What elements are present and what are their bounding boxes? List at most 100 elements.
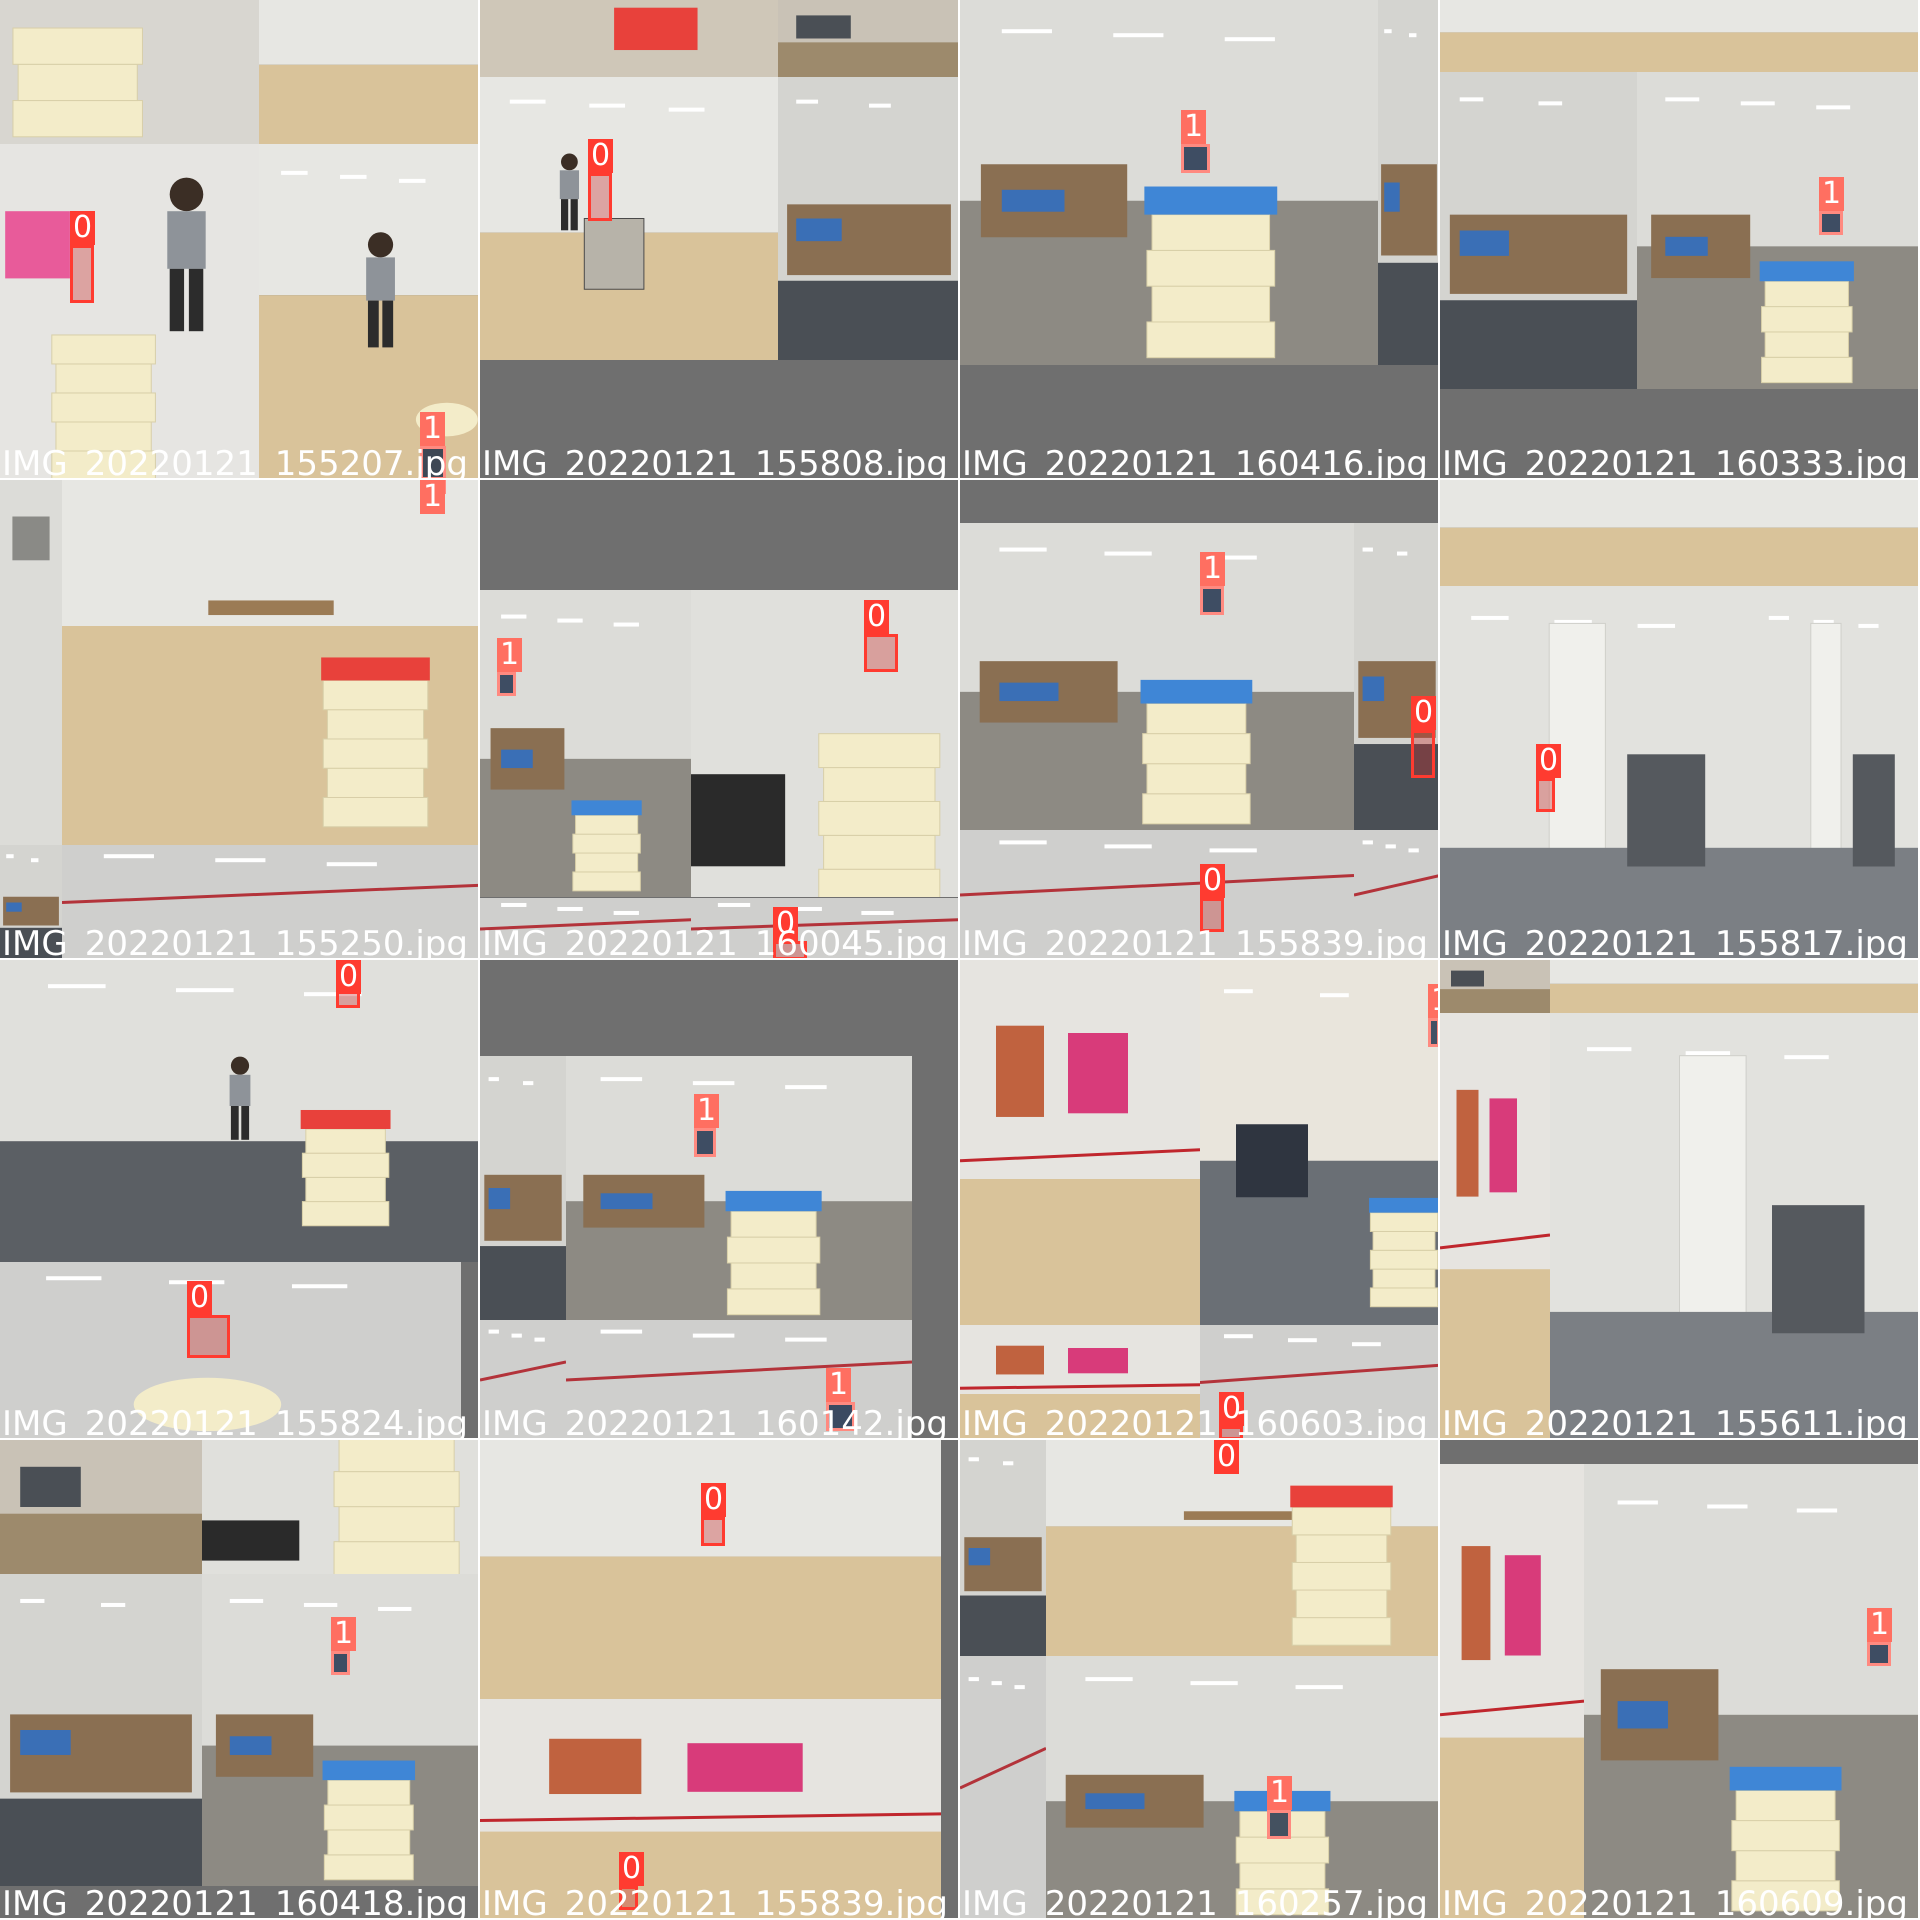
tile-filename: IMG_20220121_160418.jpg bbox=[2, 1884, 468, 1920]
mosaic-photo-crop bbox=[0, 960, 478, 1262]
mosaic-photo-crop bbox=[202, 1440, 478, 1578]
mosaic-photo-crop bbox=[0, 480, 62, 845]
detection-box bbox=[1219, 1426, 1243, 1438]
mosaic-photo-crop bbox=[1440, 1440, 1918, 1464]
mosaic-photo-crop bbox=[960, 1325, 1201, 1438]
tile-filename: IMG_20220121_155824.jpg bbox=[2, 1404, 468, 1440]
mosaic-photo-crop bbox=[1046, 1440, 1438, 1656]
detection-class-label: 1 bbox=[694, 1094, 720, 1128]
detection-box bbox=[1200, 586, 1224, 615]
detection-class-label: 1 bbox=[1267, 1776, 1293, 1810]
detection-box bbox=[1536, 778, 1555, 812]
mosaic-photo-crop bbox=[480, 898, 692, 958]
tile-filename: IMG_20220121_160603.jpg bbox=[962, 1404, 1428, 1440]
mosaic-tile: 0 1 IMG_20220121_155207.jpg bbox=[0, 0, 480, 480]
mosaic-tile: 1 IMG_20220121_155250.jpg bbox=[0, 480, 480, 960]
mosaic-photo-crop bbox=[960, 523, 1354, 830]
mosaic-photo-crop bbox=[0, 144, 259, 478]
mosaic-tile: IMG_20220121_155611.jpg bbox=[1440, 960, 1920, 1440]
mosaic-photo-crop bbox=[480, 77, 778, 360]
detection-class-label: 0 bbox=[864, 600, 890, 634]
detection-box bbox=[1867, 1642, 1891, 1666]
mosaic-photo-crop bbox=[0, 1440, 202, 1574]
mosaic-photo-crop bbox=[480, 960, 958, 1056]
detection-box bbox=[773, 941, 807, 958]
mosaic-photo-crop bbox=[461, 1262, 478, 1438]
detection-class-label: 1 bbox=[1181, 110, 1207, 144]
detection-box bbox=[1411, 730, 1435, 778]
mosaic-tile: 1 1 IMG_20220121_160142.jpg bbox=[480, 960, 960, 1440]
mosaic-tile: 0 0 IMG_20220121_155839.jpg bbox=[480, 1440, 960, 1920]
mosaic-photo-crop bbox=[1353, 830, 1438, 958]
tile-filename: IMG_20220121_160333.jpg bbox=[1442, 444, 1908, 480]
mosaic-photo-crop bbox=[1440, 480, 1752, 586]
detection-class-label: 0 bbox=[187, 1281, 213, 1315]
mosaic-tile: 1 IMG_20220121_160609.jpg bbox=[1440, 1440, 1920, 1920]
mosaic-photo-crop bbox=[778, 0, 958, 77]
mosaic-photo-crop bbox=[1752, 480, 1918, 586]
mosaic-photo-crop bbox=[259, 144, 478, 478]
detection-box bbox=[331, 1651, 350, 1675]
detection-class-label: 1 bbox=[1819, 177, 1845, 211]
mosaic-photo-crop bbox=[480, 1056, 566, 1320]
mosaic-photo-crop bbox=[912, 1056, 958, 1421]
detection-class-label: 0 bbox=[1200, 864, 1226, 898]
detection-box bbox=[187, 1315, 230, 1358]
mosaic-photo-crop bbox=[1440, 586, 1752, 958]
mosaic-tile: 1 0 0 IMG_20220121_155839.jpg bbox=[960, 480, 1440, 960]
mosaic-photo-crop bbox=[480, 1699, 942, 1918]
mosaic-photo-crop bbox=[1378, 0, 1438, 365]
mosaic-photo-crop bbox=[1440, 1464, 1585, 1918]
mosaic-photo-crop bbox=[1637, 0, 1918, 72]
mosaic-photo-crop bbox=[960, 960, 1201, 1325]
detection-box bbox=[1181, 144, 1210, 173]
mosaic-photo-crop bbox=[0, 1262, 461, 1438]
tile-filename: IMG_20220121_155808.jpg bbox=[482, 444, 948, 480]
mosaic-photo-crop bbox=[480, 0, 778, 77]
mosaic-tile: 0 1 IMG_20220121_160257.jpg bbox=[960, 1440, 1440, 1920]
mosaic-photo-crop bbox=[960, 830, 1355, 958]
mosaic-photo-crop bbox=[1440, 389, 1918, 478]
mosaic-photo-crop bbox=[480, 360, 958, 478]
mosaic-photo-crop bbox=[0, 1574, 202, 1886]
detection-box bbox=[1819, 211, 1843, 235]
mosaic-tile: 1 IMG_20220121_160418.jpg bbox=[0, 1440, 480, 1920]
detection-box bbox=[1200, 898, 1224, 932]
mosaic-tile: 1 0 0 IMG_20220121_160045.jpg bbox=[480, 480, 960, 960]
detection-box bbox=[864, 634, 898, 672]
mosaic-tile: 0 IMG_20220121_155808.jpg bbox=[480, 0, 960, 480]
mosaic-photo-crop bbox=[480, 480, 958, 590]
mosaic-photo-crop bbox=[1637, 72, 1918, 389]
mosaic-photo-crop bbox=[61, 845, 478, 958]
tile-filename: IMG_20220121_155839.jpg bbox=[482, 1884, 948, 1920]
mosaic-photo-crop bbox=[1440, 960, 1550, 1013]
detection-class-label: 0 bbox=[1536, 744, 1562, 778]
tile-filename: IMG_20220121_155611.jpg bbox=[1442, 1404, 1908, 1440]
detection-class-label: 1 bbox=[331, 1617, 357, 1651]
mosaic-photo-crop bbox=[941, 1440, 958, 1699]
mosaic-tile: 0 IMG_20220121_155817.jpg bbox=[1440, 480, 1920, 960]
detection-class-label: 1 bbox=[1428, 984, 1438, 1018]
detection-box bbox=[497, 672, 516, 696]
mosaic-photo-crop bbox=[480, 590, 691, 897]
detection-box bbox=[694, 1128, 716, 1157]
detection-class-label: 0 bbox=[701, 1483, 727, 1517]
mosaic-photo-crop bbox=[691, 590, 958, 904]
detection-class-label: 0 bbox=[336, 960, 362, 994]
detection-class-label: 0 bbox=[619, 1852, 645, 1886]
mosaic-photo-crop bbox=[1550, 1013, 1918, 1438]
mosaic-photo-crop bbox=[480, 1320, 567, 1438]
mosaic-photo-crop bbox=[960, 480, 1438, 523]
mosaic-photo-crop bbox=[960, 365, 1438, 478]
mosaic-photo-crop bbox=[1354, 523, 1438, 830]
detection-class-label: 0 bbox=[1219, 1392, 1245, 1426]
mosaic-photo-crop bbox=[960, 0, 1378, 365]
mosaic-photo-crop bbox=[480, 1440, 941, 1699]
mosaic-photo-crop bbox=[690, 898, 958, 958]
mosaic-photo-crop bbox=[1440, 1013, 1551, 1438]
tile-filename: IMG_20220121_160142.jpg bbox=[482, 1404, 948, 1440]
tile-filename: IMG_20220121_160416.jpg bbox=[962, 444, 1428, 480]
mosaic-photo-crop bbox=[1752, 586, 1918, 958]
